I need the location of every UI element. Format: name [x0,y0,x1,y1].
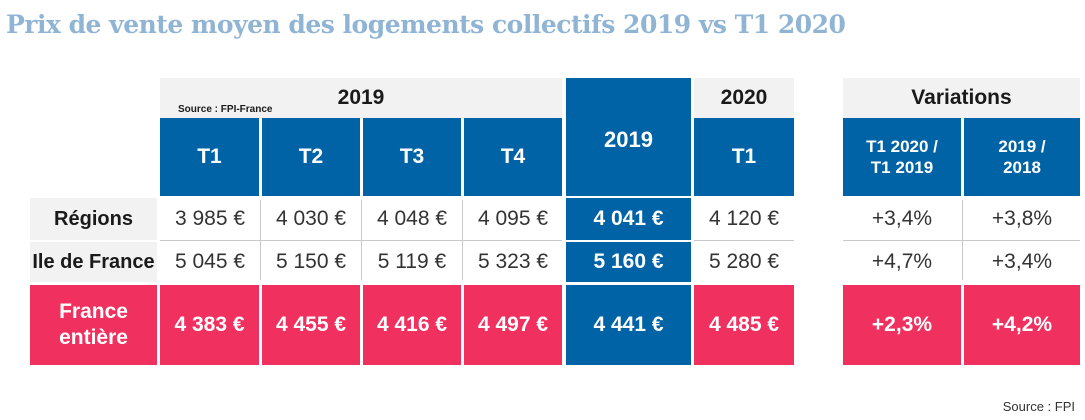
header-2019-group: 2019 [160,78,562,118]
cell-france-2019: 4 441 € [566,285,691,365]
cell-regions-2019: 4 041 € [566,198,691,240]
header-var-t1: T1 2020 / T1 2019 [843,118,961,196]
cell-idf-t4: 5 323 € [477,249,549,273]
cell-france-t3: 4 416 € [363,285,461,365]
cell-france-t4: 4 497 € [464,285,562,365]
cell-france-var2: +4,2% [964,285,1080,365]
cell-france-t1-2020: 4 485 € [694,285,794,365]
row-label-france: France entière [30,285,157,365]
header-t3: T3 [363,118,461,196]
cell-regions-t3: 4 048 € [376,206,448,230]
row-label-regions: Régions [30,198,157,240]
cell-idf-var2: +3,4% [991,249,1053,273]
header-t4: T4 [464,118,562,196]
cell-regions-t4: 4 095 € [477,206,549,230]
divider [160,240,562,241]
divider [843,240,1080,241]
header-2019-total: 2019 [566,78,691,196]
source-note: Source : FPI-France [178,104,273,115]
cell-france-var1: +2,3% [843,285,961,365]
header-2020-group: 2020 [694,78,794,118]
cell-regions-var2: +3,8% [991,206,1053,230]
cell-idf-t1-2020: 5 280 € [708,249,780,273]
header-2019-label: 2019 [337,85,385,109]
divider [694,240,794,241]
cell-idf-t1: 5 045 € [174,249,246,273]
cell-regions-t1-2020: 4 120 € [708,206,780,230]
cell-idf-t3: 5 119 € [377,249,447,273]
header-variations: Variations [843,78,1080,118]
cell-idf-t2: 5 150 € [275,249,347,273]
header-var-t1-label: T1 2020 / T1 2019 [866,136,938,177]
cell-regions-var1: +3,4% [871,206,933,230]
cell-regions-t1: 3 985 € [174,206,246,230]
cell-france-t2: 4 455 € [262,285,360,365]
header-t1-2020: T1 [694,118,794,196]
header-var-year-label: 2019 / 2018 [998,136,1046,177]
header-var-year: 2019 / 2018 [964,118,1080,196]
cell-regions-t2: 4 030 € [275,206,347,230]
header-t2: T2 [262,118,360,196]
chart-title: Prix de vente moyen des logements collec… [6,10,846,39]
footer-source: Source : FPI [1002,399,1075,414]
row-label-idf: Ile de France [30,242,157,282]
cell-idf-var1: +4,7% [871,249,933,273]
cell-idf-2019: 5 160 € [566,242,691,282]
header-t1: T1 [160,118,259,196]
cell-france-t1: 4 383 € [160,285,259,365]
